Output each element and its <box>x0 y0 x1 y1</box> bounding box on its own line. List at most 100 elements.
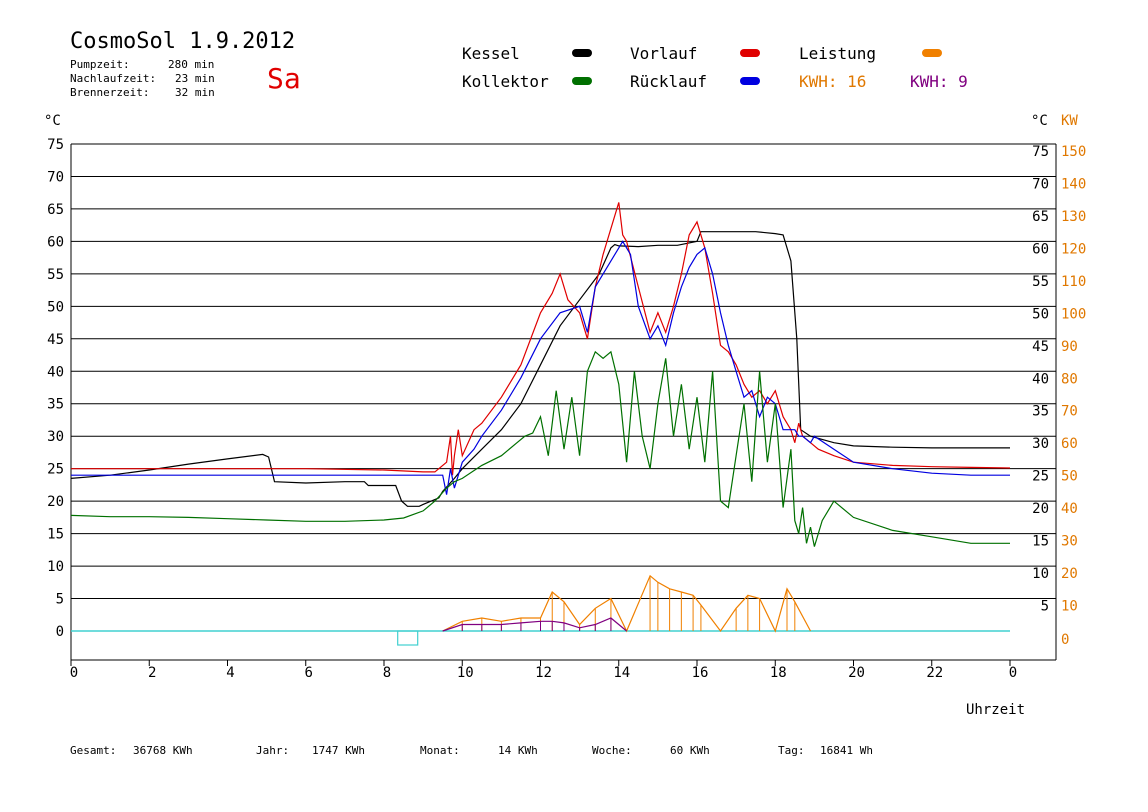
y-tick-label-left-75: 75 <box>47 137 64 153</box>
pump-marker-box <box>397 630 419 646</box>
page-title: CosmoSol 1.9.2012 <box>70 29 296 54</box>
legend-vorlauf-swatch <box>740 49 760 57</box>
footer-jahr-label: Jahr: <box>256 744 290 757</box>
x-axis-label: Uhrzeit <box>966 702 1026 718</box>
legend-kwh-purple: KWH: 9 <box>910 72 968 91</box>
right2-axis-unit: KW <box>1061 113 1078 129</box>
legend-kessel-label: Kessel <box>462 44 520 63</box>
x-tick-label-2: 4 <box>226 665 234 681</box>
y2-tick-label-30: 30 <box>1061 534 1078 550</box>
y-tick-label-right-70: 70 <box>1032 176 1049 192</box>
series-line-3 <box>70 350 1010 547</box>
x-tick-label-8: 16 <box>692 665 709 681</box>
y-tick-label-right-35: 35 <box>1032 404 1049 420</box>
footer-monat-value: 14 KWh <box>498 744 538 757</box>
y-tick-label-left-0: 0 <box>56 624 64 640</box>
x-tick-label-4: 8 <box>383 665 391 681</box>
y-tick-label-right-60: 60 <box>1032 241 1049 257</box>
series-line-0 <box>70 231 1010 507</box>
y-tick-label-left-60: 60 <box>47 234 64 250</box>
legend-kessel-swatch <box>572 49 592 57</box>
footer-gesamt-value: 36768 KWh <box>133 744 193 757</box>
footer-woche-value: 60 KWh <box>670 744 710 757</box>
y-tick-label-right-55: 55 <box>1032 274 1049 290</box>
y-tick-label-left-15: 15 <box>47 527 64 543</box>
footer-tag-value: 16841 Wh <box>820 744 873 757</box>
y-tick-label-left-70: 70 <box>47 169 64 185</box>
legend-kollektor-swatch <box>572 77 592 85</box>
y-tick-label-left-10: 10 <box>47 559 64 575</box>
y-tick-label-right-25: 25 <box>1032 469 1049 485</box>
y-tick-label-right-5: 5 <box>1041 599 1049 615</box>
y-tick-label-right-50: 50 <box>1032 306 1049 322</box>
x-tick-label-3: 6 <box>305 665 313 681</box>
y-tick-label-right-15: 15 <box>1032 534 1049 550</box>
right-axis-unit: °C <box>1031 113 1048 129</box>
stat-pumpzeit-value: 280 min <box>168 58 215 71</box>
stat-brennerzeit-value: 32 min <box>175 86 215 99</box>
x-tick-label-1: 2 <box>148 665 156 681</box>
footer-woche-label: Woche: <box>592 744 632 757</box>
y2-tick-label-110: 110 <box>1061 274 1086 290</box>
legend-ruecklauf-label: Rücklauf <box>630 72 708 91</box>
footer-jahr-value: 1747 KWh <box>312 744 365 757</box>
y-tick-label-left-45: 45 <box>47 332 64 348</box>
y-tick-label-left-5: 5 <box>56 592 64 608</box>
x-tick-label-9: 18 <box>770 665 787 681</box>
footer-tag-label: Tag: <box>778 744 805 757</box>
y-tick-label-left-55: 55 <box>47 267 64 283</box>
y-tick-label-left-25: 25 <box>47 462 64 478</box>
footer-gesamt-label: Gesamt: <box>70 744 117 757</box>
legend-kwh-orange: KWH: 16 <box>799 72 867 91</box>
y-tick-label-right-40: 40 <box>1032 371 1049 387</box>
y2-tick-label-100: 100 <box>1061 306 1086 322</box>
stat-nachlaufzeit-label: Nachlaufzeit: <box>70 72 157 85</box>
y2-tick-label-80: 80 <box>1061 371 1078 387</box>
series-line-5 <box>442 617 627 632</box>
y2-tick-label-120: 120 <box>1061 241 1086 257</box>
legend-vorlauf-label: Vorlauf <box>630 44 698 63</box>
y-tick-label-left-65: 65 <box>47 202 64 218</box>
series-line-2 <box>71 240 1010 495</box>
y2-tick-label-40: 40 <box>1061 501 1078 517</box>
y-tick-label-right-75: 75 <box>1032 144 1049 160</box>
y-tick-label-left-20: 20 <box>47 494 64 510</box>
legend-ruecklauf-swatch <box>740 77 760 85</box>
x-tick-label-5: 10 <box>457 665 474 681</box>
x-tick-label-7: 14 <box>613 665 630 681</box>
legend-leistung-label: Leistung <box>799 44 877 63</box>
y2-tick-label-90: 90 <box>1061 339 1078 355</box>
y-tick-label-right-65: 65 <box>1032 209 1049 225</box>
y2-tick-label-130: 130 <box>1061 209 1086 225</box>
stat-pumpzeit-label: Pumpzeit: <box>70 58 130 71</box>
x-tick-label-0: 0 <box>70 665 78 681</box>
y2-tick-label-10: 10 <box>1061 599 1078 615</box>
y2-tick-label-150: 150 <box>1061 144 1086 160</box>
series-line-4 <box>442 574 812 633</box>
y2-tick-label-20: 20 <box>1061 566 1078 582</box>
x-tick-label-6: 12 <box>535 665 552 681</box>
y2-tick-label-60: 60 <box>1061 436 1078 452</box>
weekday-label: Sa <box>267 62 301 95</box>
stat-nachlaufzeit-value: 23 min <box>175 72 215 85</box>
y-tick-label-left-50: 50 <box>47 299 64 315</box>
stat-brennerzeit-label: Brennerzeit: <box>70 86 150 99</box>
y-tick-label-right-10: 10 <box>1032 566 1049 582</box>
y2-tick-label-0: 0 <box>1061 632 1069 648</box>
y-tick-label-right-20: 20 <box>1032 501 1049 517</box>
y-tick-label-left-40: 40 <box>47 364 64 380</box>
y2-tick-label-50: 50 <box>1061 469 1078 485</box>
y2-tick-label-70: 70 <box>1061 404 1078 420</box>
x-tick-label-10: 20 <box>848 665 865 681</box>
left-axis-unit: °C <box>44 113 61 129</box>
y-tick-label-left-30: 30 <box>47 429 64 445</box>
legend-kollektor-label: Kollektor <box>462 72 549 91</box>
x-tick-label-11: 22 <box>926 665 943 681</box>
x-tick-label-12: 0 <box>1009 665 1017 681</box>
y-tick-label-left-35: 35 <box>47 397 64 413</box>
footer-monat-label: Monat: <box>420 744 460 757</box>
legend-leistung-swatch <box>922 49 942 57</box>
y-tick-label-right-30: 30 <box>1032 436 1049 452</box>
y2-tick-label-140: 140 <box>1061 176 1086 192</box>
